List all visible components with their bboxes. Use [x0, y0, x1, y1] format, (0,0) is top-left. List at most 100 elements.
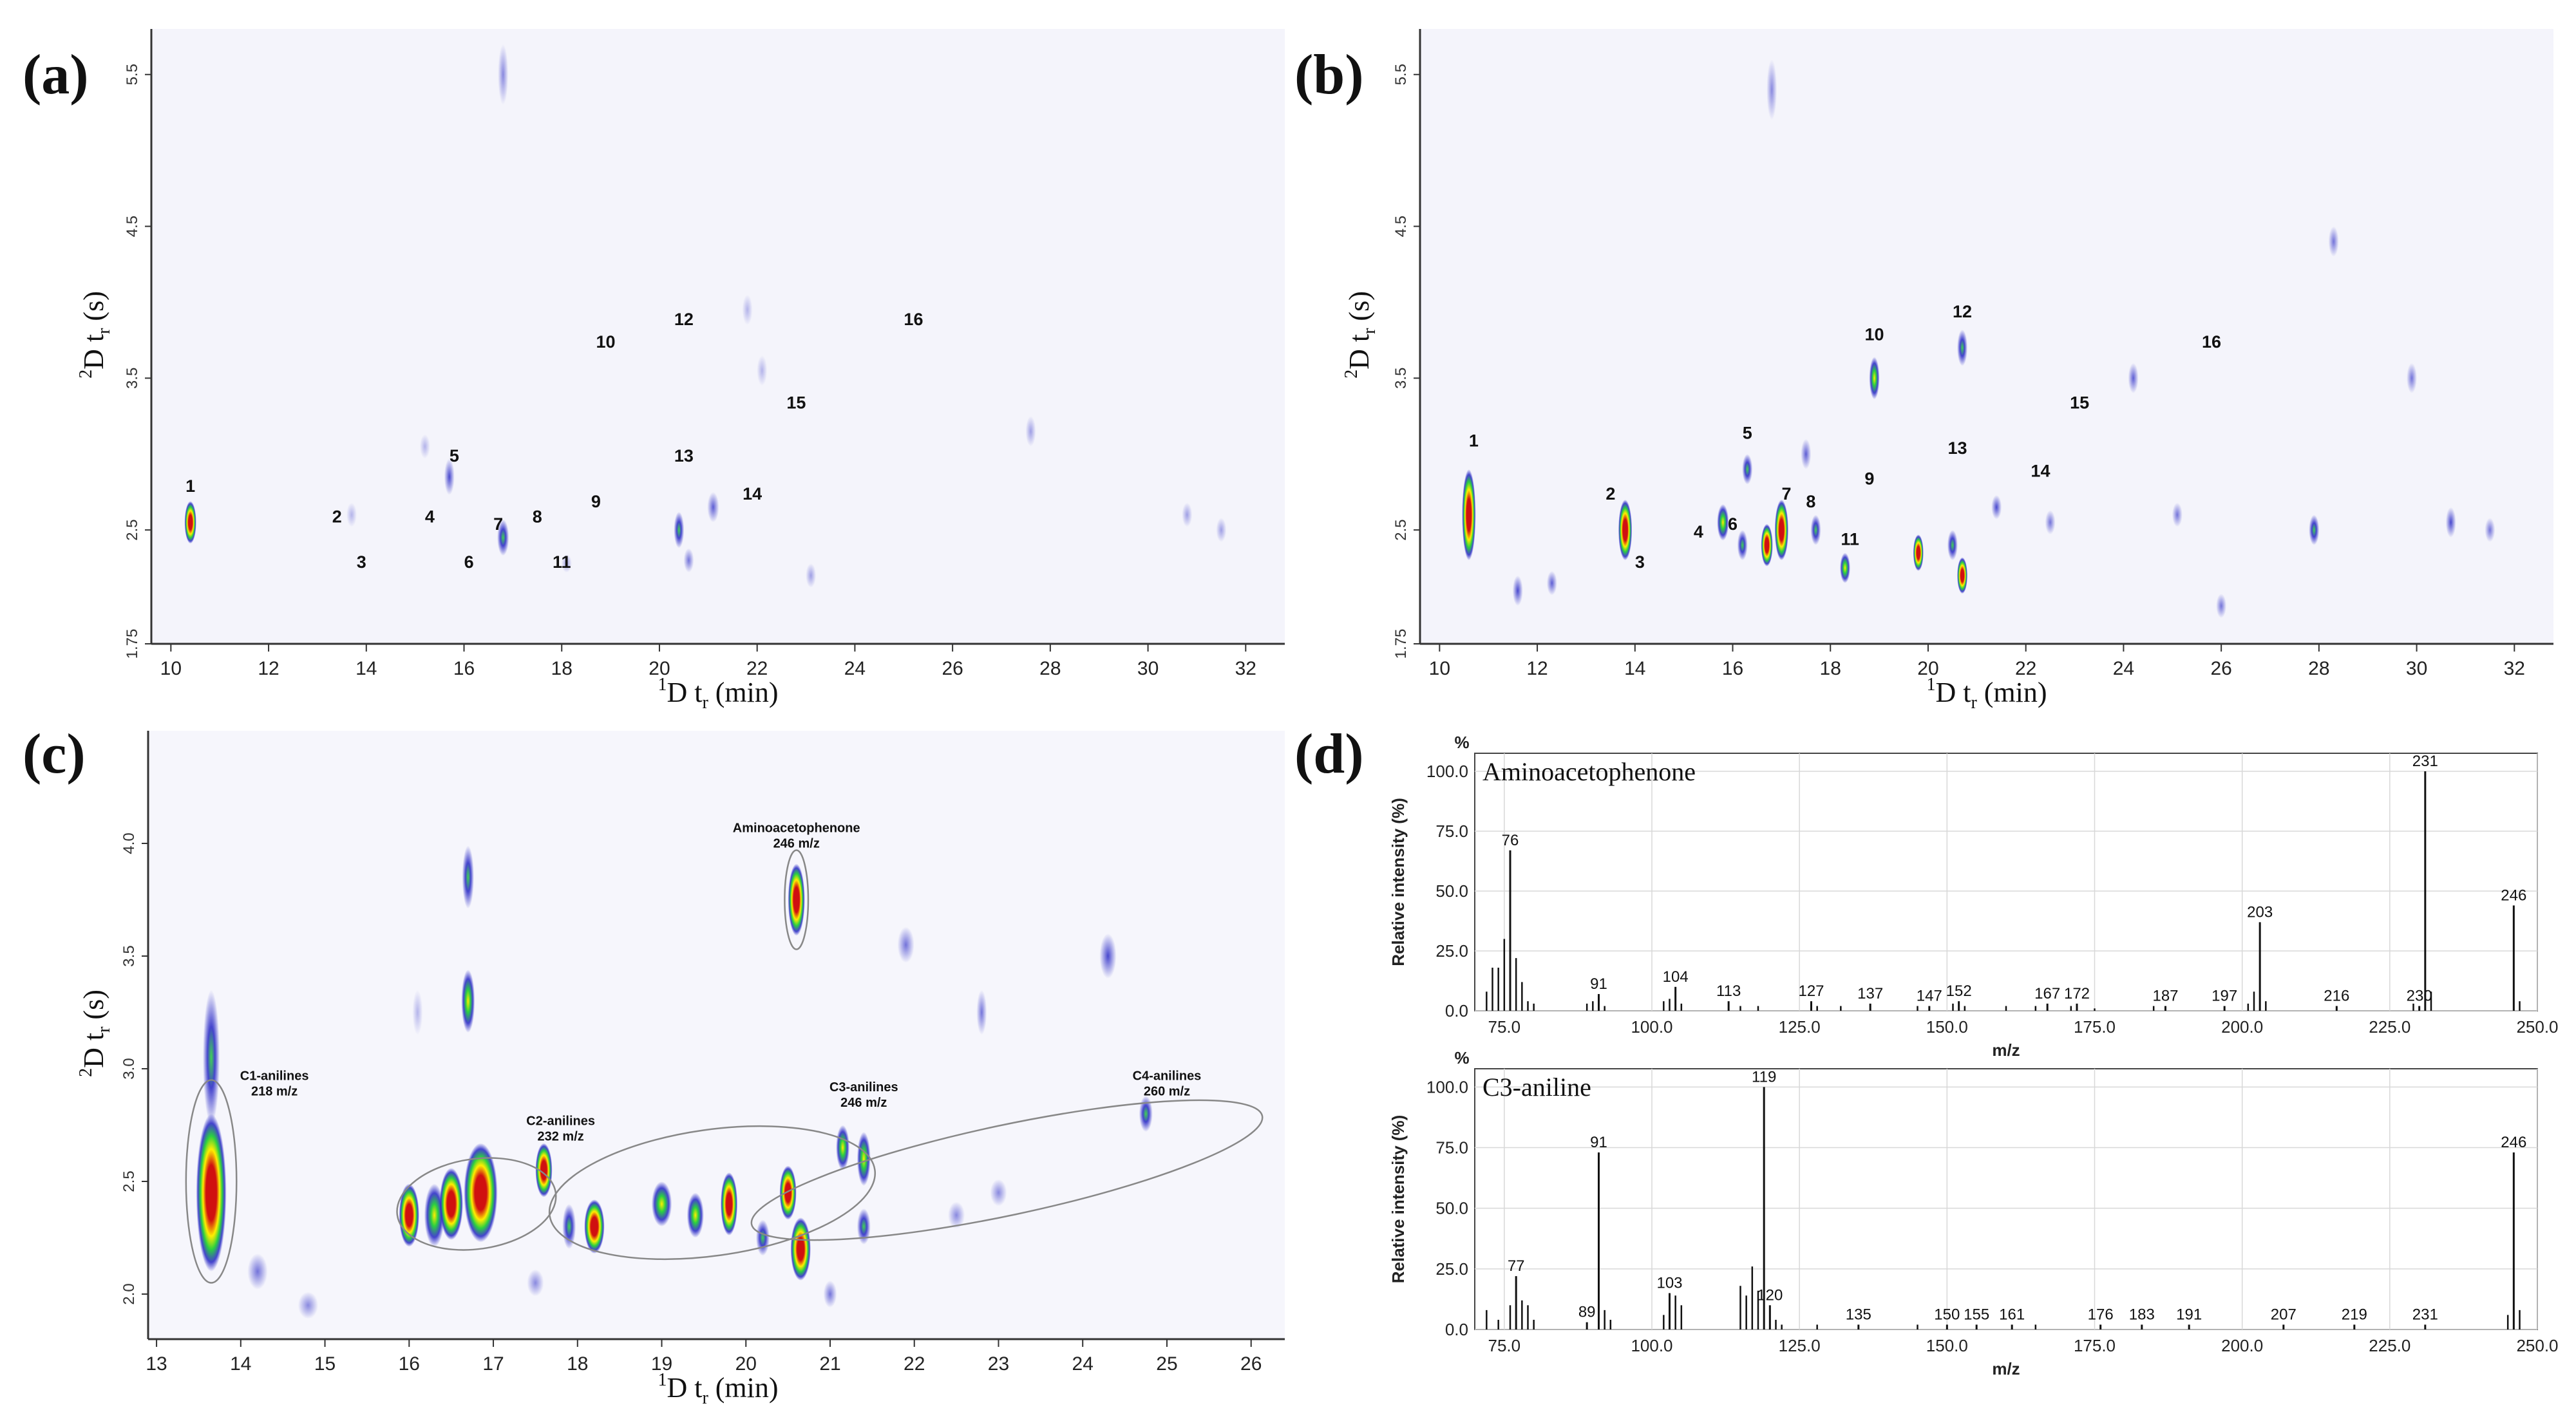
- panel-c-x-tick-label: 13: [146, 1353, 167, 1375]
- spectrum-top-x-tick-label: 125.0: [1779, 1017, 1821, 1037]
- spectrum-top-y-tick-label: 50.0: [1435, 881, 1468, 901]
- panel-a-peak-label-4: 4: [425, 507, 435, 526]
- group-mz-c1-anilines: 218 m/z: [251, 1085, 298, 1099]
- panel-b-peak-label-16: 16: [2202, 332, 2221, 352]
- panel-b-x-tick-label: 28: [2308, 658, 2329, 679]
- panel-a-plot-area: [151, 29, 1285, 644]
- panel-d-mass-spectra: (d) 75.0 100.0 125.0 150.0 175.0 200.0 225.0 25…: [1294, 723, 2559, 1378]
- spectrum-top-peak-label-113: 113: [1716, 982, 1741, 1000]
- panel-b-spot-10: [1957, 557, 1968, 594]
- panel-b-spot-17: [1512, 575, 1523, 606]
- panel-b-spot-1: [1618, 499, 1633, 561]
- panel-b-peak-label-14: 14: [2031, 462, 2050, 481]
- panel-c-x-tick-label: 26: [1240, 1353, 1262, 1375]
- panel-c-spot-5: [464, 1143, 498, 1243]
- spectrum-top-x-tick-label: 100.0: [1631, 1017, 1672, 1037]
- panel-a-y-tick-label: 2.5: [124, 519, 141, 540]
- panel-c-spot-31: [527, 1269, 544, 1297]
- panel-c-x-ticks: 13 14 15 16 17 18 19 20 21 22 23 24 25 26: [146, 1339, 1262, 1375]
- panel-b-peak-label-3: 3: [1635, 552, 1645, 572]
- panel-a-spot-12: [346, 502, 357, 527]
- panel-c-y-tick-label: 3.5: [120, 945, 138, 966]
- panel-b-spot-27: [2172, 502, 2183, 527]
- panel-b-spot-13: [1742, 454, 1753, 485]
- panel-b-peak-label-1: 1: [1469, 431, 1479, 450]
- panel-c-y-tick-label: 2.0: [120, 1283, 138, 1304]
- panel-a-peak-label-10: 10: [596, 332, 615, 352]
- spectrum-bottom-x-tick-label: 100.0: [1631, 1336, 1672, 1355]
- panel-a-x-tick-label: 32: [1235, 658, 1256, 679]
- panel-a-peak-label-2: 2: [332, 507, 342, 526]
- panel-b-spot-2: [1717, 504, 1729, 541]
- spectrum-bottom-x-axis-title: m/z: [1992, 1359, 2020, 1378]
- panel-b-spot-20: [2128, 362, 2139, 393]
- panel-letter-a: (a): [23, 44, 89, 106]
- spectrum-bottom-y-axis-title: Relative intensity (%): [1388, 1115, 1408, 1284]
- panel-b-peak-label-13: 13: [1947, 438, 1967, 458]
- spectrum-top-peak-label-203: 203: [2247, 903, 2273, 921]
- panel-c-spot-13: [721, 1172, 738, 1235]
- spectrum-bottom-y-tick-label: 100.0: [1426, 1077, 1468, 1096]
- panel-a-x-tick-label: 28: [1039, 658, 1061, 679]
- panel-a-peak-label-16: 16: [904, 310, 923, 329]
- panel-c-y-tick-label: 4.0: [120, 832, 138, 854]
- panel-a-x-tick-label: 26: [942, 658, 963, 679]
- panel-b-x-tick-label: 24: [2113, 658, 2134, 679]
- panel-b-x-tick-label: 32: [2504, 658, 2525, 679]
- panel-c-spot-16: [790, 1217, 811, 1281]
- panel-b-spots: [1462, 59, 2496, 618]
- spectrum-aminoacetophenone: 75.0 100.0 125.0 150.0 175.0 200.0 225.0 250.0 0…: [1388, 733, 2559, 1060]
- panel-a-x-tick-label: 12: [258, 658, 279, 679]
- group-label-aminoacetophenone: Aminoacetophenone: [733, 822, 860, 836]
- panel-c-spot-6: [461, 970, 475, 1033]
- panel-a-spot-14: [806, 563, 817, 588]
- panel-b-spot-3: [1737, 530, 1748, 561]
- panel-b-spot-21: [2407, 362, 2417, 393]
- panel-c-spot-8: [535, 1143, 553, 1198]
- panel-b-spot-18: [1546, 570, 1557, 596]
- spectrum-top-peak-label-231: 231: [2412, 753, 2438, 770]
- spectrum-top-x-tick-label: 150.0: [1926, 1017, 1968, 1037]
- group-mz-c2-anilines: 232 m/z: [537, 1130, 583, 1144]
- panel-c-x-tick-label: 24: [1072, 1353, 1094, 1375]
- group-ellipse-c1-anilines: [185, 1079, 238, 1284]
- panel-b-x-ticks: 10 12 14 16 18 20 22 24 26 28 30 32: [1429, 644, 2525, 679]
- panel-b-x-tick-label: 30: [2406, 658, 2427, 679]
- panel-c-x-axis-title: 1D tr (min): [658, 1370, 778, 1408]
- panel-b-peak-label-6: 6: [1728, 514, 1738, 534]
- group-mz-c3-anilines: 246 m/z: [840, 1096, 887, 1110]
- panel-c-x-tick-label: 22: [904, 1353, 925, 1375]
- panel-letter-d: (d): [1294, 723, 1364, 785]
- panel-c-plot-area: [148, 731, 1285, 1339]
- spectrum-bottom-y-tick-label: 0.0: [1445, 1320, 1468, 1339]
- spectrum-bottom-peak-label-246: 246: [2501, 1134, 2526, 1151]
- panel-c-y-tick-label: 3.0: [120, 1058, 138, 1079]
- panel-a-spot-10: [757, 355, 768, 386]
- spectrum-top-y-axis-title: Relative intensity (%): [1388, 798, 1408, 966]
- panel-a-peak-label-13: 13: [674, 446, 694, 465]
- panel-b-y-tick-label: 3.5: [1392, 368, 1410, 389]
- spectrum-top-y-unit: %: [1454, 733, 1469, 752]
- panel-b-spot-22: [2328, 226, 2339, 257]
- panel-c-spot-11: [651, 1181, 672, 1226]
- spectrum-bottom-peak-label-219: 219: [2342, 1306, 2367, 1323]
- spectrum-bottom-x-tick-label: 175.0: [2074, 1336, 2116, 1355]
- spectrum-top-peak-label-76: 76: [1502, 832, 1519, 849]
- spectrum-bottom-peak-label-89: 89: [1578, 1304, 1596, 1321]
- panel-b-x-tick-label: 12: [1526, 658, 1548, 679]
- panel-b-spot-15: [2445, 507, 2456, 538]
- spectrum-top-x-tick-label: 75.0: [1488, 1017, 1521, 1037]
- panel-a-peak-label-9: 9: [591, 492, 601, 511]
- panel-a-spot-6: [498, 44, 509, 105]
- spectrum-top-x-tick-label: 175.0: [2074, 1017, 2116, 1037]
- panel-a-spot-1: [497, 519, 509, 556]
- spectrum-top-peak-label-167: 167: [2034, 985, 2060, 1002]
- spectrum-bottom-peak-label-231: 231: [2412, 1306, 2438, 1323]
- panel-a-peak-label-6: 6: [464, 552, 474, 572]
- panel-c-spot-17: [788, 863, 805, 936]
- panel-a-x-tick-label: 20: [649, 658, 670, 679]
